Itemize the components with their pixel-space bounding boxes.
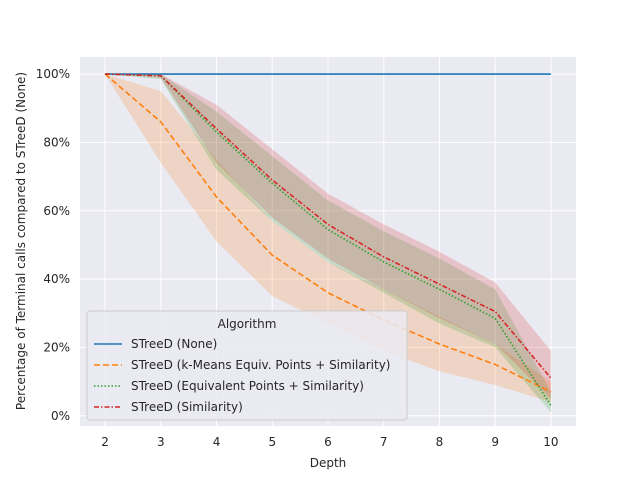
- x-tick-label: 5: [268, 435, 276, 449]
- x-axis-ticks: 2 3 4 5 6 7 8 9 10: [101, 435, 558, 449]
- y-tick-label: 40%: [43, 272, 70, 286]
- y-tick-label: 100%: [36, 67, 70, 81]
- x-tick-label: 8: [436, 435, 444, 449]
- y-tick-label: 60%: [43, 204, 70, 218]
- x-tick-label: 9: [491, 435, 499, 449]
- legend-label-1: STreeD (k-Means Equiv. Points + Similari…: [131, 358, 390, 372]
- legend-label-3: STreeD (Similarity): [131, 400, 243, 414]
- line-series-2: [105, 73, 552, 406]
- band-series-2: [105, 74, 551, 413]
- legend-label-2: STreeD (Equivalent Points + Similarity): [131, 379, 364, 393]
- y-axis-ticks: 0% 20% 40% 60% 80% 100%: [36, 67, 70, 423]
- y-tick-label: 80%: [43, 135, 70, 149]
- y-tick-label: 20%: [43, 340, 70, 354]
- legend-label-0: STreeD (None): [131, 337, 217, 351]
- x-tick-label: 3: [157, 435, 165, 449]
- x-tick-label: 10: [543, 435, 558, 449]
- confidence-bands: [105, 74, 551, 413]
- x-tick-label: 4: [213, 435, 221, 449]
- line-series-1: [104, 73, 552, 393]
- band-series-3: [105, 74, 551, 399]
- x-tick-label: 6: [324, 435, 332, 449]
- y-axis-label: Percentage of Terminal calls compared to…: [14, 72, 28, 410]
- legend: Algorithm STreeD (None) STreeD (k-Means E…: [86, 310, 408, 421]
- x-tick-label: 7: [380, 435, 388, 449]
- x-tick-label: 2: [101, 435, 109, 449]
- line-series-3: [105, 73, 552, 379]
- x-axis-label: Depth: [310, 456, 347, 470]
- legend-title: Algorithm: [218, 317, 277, 331]
- band-series-1: [105, 74, 551, 403]
- legend-box: [86, 310, 408, 421]
- series-lines: [104, 73, 552, 406]
- y-tick-label: 0%: [51, 409, 70, 423]
